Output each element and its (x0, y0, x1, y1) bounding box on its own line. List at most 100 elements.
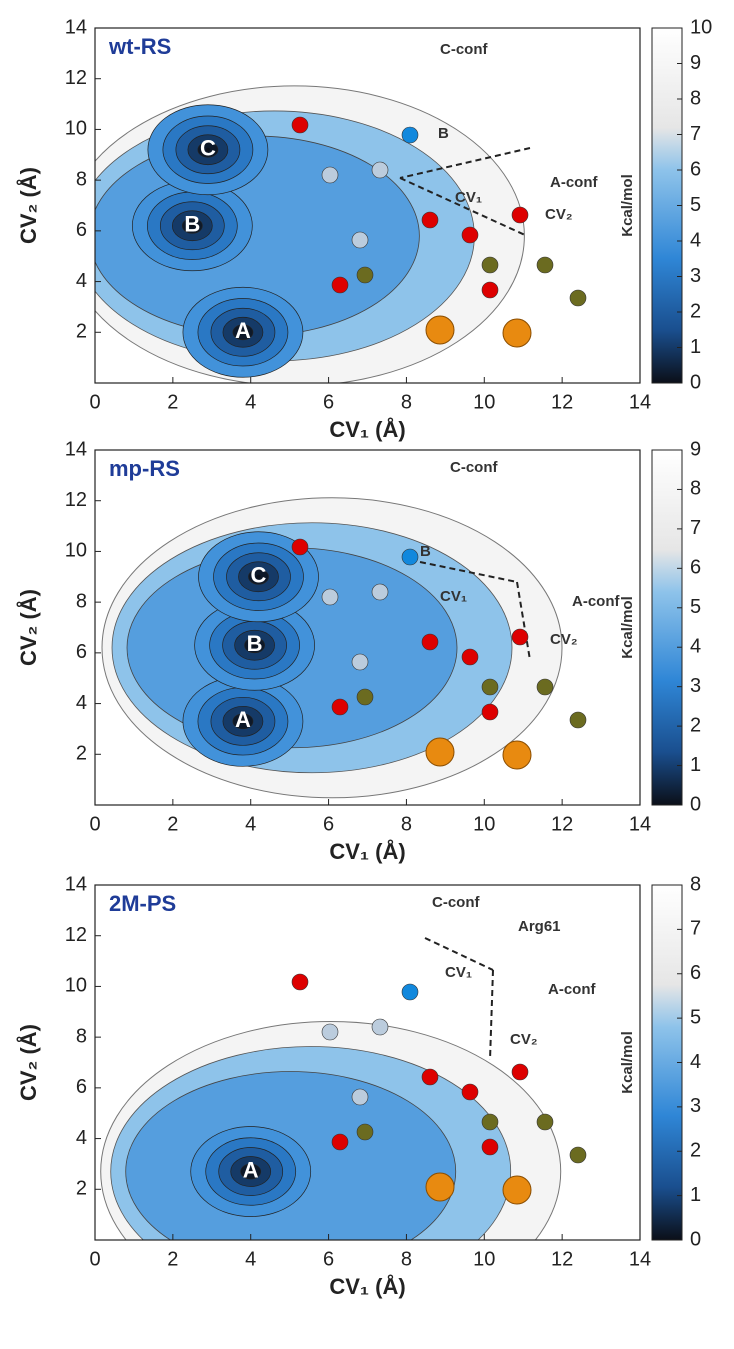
colorbar-tick-label: 2 (690, 1140, 701, 1162)
metal-ion (502, 1175, 532, 1205)
basin-label: A (235, 707, 251, 732)
atom (461, 1083, 479, 1101)
x-axis-label: CV₁ (Å) (329, 838, 405, 864)
x-tick-label: 14 (629, 1248, 651, 1270)
y-tick-label: 2 (76, 321, 87, 343)
y-tick-label: 8 (76, 168, 87, 190)
colorbar-tick-label: 6 (690, 962, 701, 984)
x-tick-label: 0 (89, 1248, 100, 1270)
colorbar-tick-label: 0 (690, 1228, 701, 1250)
annotation: CV₁ (455, 189, 482, 206)
x-tick-label: 12 (551, 1248, 573, 1270)
colorbar-tick-label: 2 (690, 714, 701, 736)
y-tick-label: 2 (76, 1178, 87, 1200)
annotation: Arg61 (518, 918, 561, 935)
x-tick-label: 8 (401, 813, 412, 835)
atom (569, 289, 587, 307)
panel-title: 2M-PS (109, 891, 176, 916)
colorbar-label: Kcal/mol (619, 596, 636, 659)
x-tick-label: 4 (245, 1248, 256, 1270)
atom (481, 703, 499, 721)
y-tick-label: 12 (65, 489, 87, 511)
atom (291, 538, 309, 556)
x-tick-label: 14 (629, 391, 651, 413)
atom (569, 1146, 587, 1164)
plot-frame (94, 884, 641, 1241)
colorbar-tick-label: 4 (690, 1051, 701, 1073)
x-tick-label: 10 (473, 391, 495, 413)
x-tick-label: 4 (245, 813, 256, 835)
colorbar-tick-label: 2 (690, 300, 701, 322)
annotation: CV₁ (440, 588, 467, 605)
atom (511, 628, 529, 646)
basin-minimum (240, 330, 245, 335)
annotation: C-conf (440, 41, 488, 58)
y-tick-label: 10 (65, 975, 87, 997)
basin-label: A (235, 318, 251, 343)
annotation: B (420, 543, 431, 560)
colorbar (651, 449, 683, 806)
atom (321, 1023, 339, 1041)
colorbar-tick-label: 6 (690, 158, 701, 180)
annotation: CV₂ (545, 206, 573, 223)
colorbar-tick-label: 5 (690, 596, 701, 618)
colorbar-tick-label: 3 (690, 265, 701, 287)
annotation: A-conf (572, 593, 620, 610)
atom (351, 231, 369, 249)
metal-ion (502, 318, 532, 348)
x-tick-label: 2 (167, 391, 178, 413)
atom (291, 116, 309, 134)
colorbar-tick-label: 0 (690, 371, 701, 393)
atom (331, 698, 349, 716)
x-tick-label: 2 (167, 1248, 178, 1270)
atom (331, 1133, 349, 1151)
atom (401, 126, 419, 144)
x-tick-label: 0 (89, 813, 100, 835)
atom (421, 633, 439, 651)
colorbar-tick-label: 9 (690, 52, 701, 74)
atom (401, 548, 419, 566)
atom (461, 648, 479, 666)
colorbar-tick-label: 3 (690, 1095, 701, 1117)
colorbar-tick-label: 9 (690, 438, 701, 460)
annotation: CV₂ (510, 1031, 538, 1048)
x-tick-label: 2 (167, 813, 178, 835)
x-tick-label: 6 (323, 813, 334, 835)
basin-minimum (248, 1169, 253, 1174)
atom (481, 256, 499, 274)
y-tick-label: 12 (65, 924, 87, 946)
atom (351, 653, 369, 671)
atom (536, 1113, 554, 1131)
atom (371, 161, 389, 179)
colorbar-tick-label: 8 (690, 873, 701, 895)
basin-minimum (190, 223, 195, 228)
panel-title: mp-RS (109, 456, 180, 481)
basin-label: B (184, 212, 200, 237)
basin-minimum (256, 574, 261, 579)
colorbar-tick-label: 8 (690, 478, 701, 500)
y-tick-label: 4 (76, 270, 87, 292)
y-tick-label: 4 (76, 1127, 87, 1149)
y-tick-label: 4 (76, 692, 87, 714)
atom (371, 1018, 389, 1036)
atom (351, 1088, 369, 1106)
atom (481, 1138, 499, 1156)
atom (511, 206, 529, 224)
y-axis-label: CV₂ (Å) (15, 1024, 41, 1101)
atom (481, 281, 499, 299)
y-tick-label: 2 (76, 743, 87, 765)
annotation: A-conf (548, 981, 596, 998)
annotation: CV₂ (550, 631, 578, 648)
basin-label: C (251, 563, 267, 588)
x-tick-label: 12 (551, 813, 573, 835)
x-tick-label: 6 (323, 391, 334, 413)
colorbar-tick-label: 7 (690, 517, 701, 539)
x-tick-label: 10 (473, 813, 495, 835)
surface: A B C C-conf B A-conf CV₁ CV₂ (95, 41, 598, 383)
annotation: A-conf (550, 174, 598, 191)
atom (569, 711, 587, 729)
colorbar-tick-label: 4 (690, 229, 701, 251)
metal-ion (502, 740, 532, 770)
distance-line (489, 969, 494, 1061)
